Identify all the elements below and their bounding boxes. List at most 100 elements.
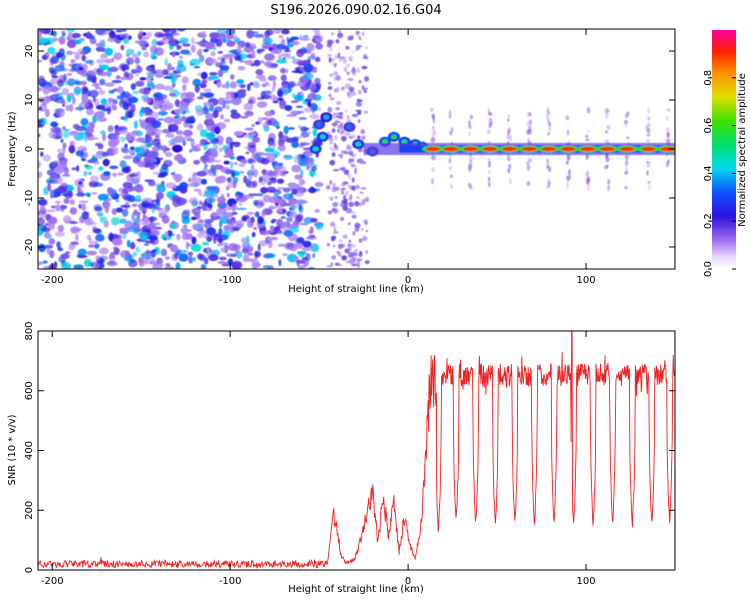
heatmap-cell (567, 174, 571, 180)
heatmap-cell (132, 251, 138, 257)
snr-background (38, 331, 675, 570)
heatmap-cell (314, 209, 320, 213)
heatmap-cell (81, 203, 87, 212)
heatmap-cell (252, 31, 259, 34)
heatmap-cell (208, 105, 215, 112)
heatmap-cell (191, 173, 195, 181)
heatmap-cell (201, 202, 208, 211)
heatmap-cell (363, 110, 369, 114)
heatmap-cell (302, 35, 309, 39)
heatmap-cell (40, 209, 47, 215)
heatmap-cell (103, 171, 111, 177)
heatmap-cell (329, 221, 336, 227)
heatmap-cell (91, 192, 98, 195)
heatmap-cell (295, 66, 304, 74)
heatmap-cell (191, 223, 202, 231)
heatmap-cell (131, 152, 135, 156)
heatmap-cell (197, 34, 207, 38)
heatmap-cell (109, 165, 119, 170)
heatmap-cell (344, 132, 351, 136)
heatmap-cell (117, 172, 125, 176)
heatmap-cell (256, 193, 264, 197)
heatmap-cell (182, 84, 187, 92)
heatmap-cell (357, 98, 360, 103)
heatmap-cell (95, 255, 101, 261)
heatmap-cell (338, 239, 344, 243)
heatmap-cell (192, 256, 196, 262)
heatmap-cell (647, 107, 650, 114)
heatmap-cell (174, 99, 180, 107)
signal-pulse (579, 146, 596, 152)
heatmap-cell (625, 112, 629, 119)
heatmap-cell (92, 226, 97, 231)
heatmap-cell (185, 91, 195, 99)
heatmap-cell (216, 196, 226, 204)
heatmap-cell (54, 64, 65, 72)
heatmap-cell (234, 54, 242, 61)
heatmap-cell (341, 135, 347, 142)
heatmap-cell (190, 44, 196, 53)
heatmap-cell (276, 178, 285, 184)
heatmap-cell (307, 93, 317, 100)
heatmap-cell (247, 141, 256, 147)
heatmap-cell (200, 139, 208, 143)
heatmap-cell (468, 120, 471, 127)
heatmap-cell (311, 166, 317, 172)
heatmap-cell (351, 177, 355, 183)
heatmap-cell (334, 262, 340, 266)
heatmap-cell (273, 161, 278, 166)
x-tick-label: -100 (219, 275, 242, 286)
heatmap-cell (356, 196, 360, 199)
heatmap-cell (357, 119, 361, 123)
heatmap-cell (139, 207, 148, 212)
heatmap-cell (165, 35, 174, 40)
heatmap-cell (270, 63, 279, 68)
heatmap-cell (334, 135, 338, 141)
heatmap-cell (54, 97, 65, 104)
heatmap-cell (203, 88, 212, 93)
heatmap-cell (137, 160, 146, 168)
heatmap-cell (146, 225, 157, 229)
heatmap-cell (63, 198, 70, 204)
heatmap-cell (60, 204, 65, 212)
heatmap-cell (293, 94, 304, 102)
heatmap-cell (262, 265, 271, 269)
heatmap-cell (291, 164, 302, 173)
heatmap-cell (167, 64, 173, 72)
heatmap-cell (227, 258, 234, 266)
heatmap-cell (149, 235, 158, 241)
signal-pulse (540, 146, 557, 152)
heatmap-cell (348, 174, 352, 180)
heatmap-cell (151, 120, 162, 129)
heatmap-cell (220, 114, 224, 120)
heatmap-cell (206, 122, 217, 132)
heatmap-cell (225, 92, 235, 100)
heatmap-cell (159, 145, 168, 151)
heatmap-cell (217, 175, 227, 184)
heatmap-cell (257, 216, 265, 224)
heatmap-cell (181, 115, 187, 122)
heatmap-cell (198, 230, 207, 235)
heatmap-cell (277, 243, 286, 247)
heatmap-cell (178, 253, 189, 262)
heatmap-cell (182, 98, 194, 103)
heatmap-cell (193, 65, 201, 69)
heatmap-cell (261, 210, 266, 217)
x-tick-label: 100 (576, 275, 595, 286)
heatmap-cell (148, 180, 156, 187)
heatmap-cell (332, 169, 340, 172)
heatmap-cell (340, 216, 345, 222)
heatmap-cell (170, 32, 180, 36)
heatmap-cell (191, 36, 195, 45)
heatmap-cell (203, 218, 214, 224)
heatmap-cell (199, 129, 208, 138)
heatmap-cell (280, 67, 287, 74)
heatmap-cell (142, 214, 146, 219)
heatmap-cell (98, 90, 106, 95)
heatmap-cell (279, 173, 286, 177)
heatmap-cell (217, 33, 226, 40)
heatmap-cell (113, 52, 123, 61)
heatmap-cell (308, 83, 317, 91)
heatmap-cell (241, 50, 244, 53)
heatmap-cell (187, 229, 192, 232)
